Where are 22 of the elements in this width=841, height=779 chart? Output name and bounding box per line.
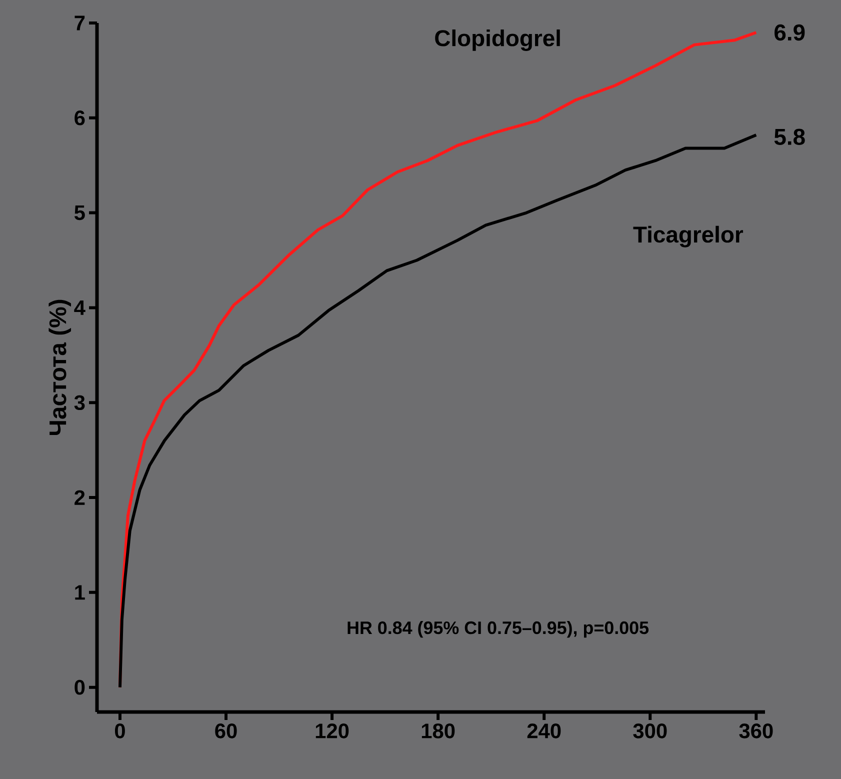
y-tick-label: 0 [74,680,85,695]
x-tick-label: 0 [114,724,125,738]
text: Ticagrelor [633,226,744,248]
annotation: 6.9 [774,24,805,41]
text: Clopidogrel [435,29,560,51]
y-tick-label: 5 [74,206,85,220]
y-tick-label: 6 [74,110,85,126]
x-tick-label: 300 [633,724,667,738]
y-tick-label: 7 [74,16,85,30]
y-tick-label: 2 [74,490,85,505]
y-axis-title: Частота (%) [48,300,72,436]
y-tick-label: 3 [74,395,85,410]
annotation: HR 0.84 (95% CI 0.75–0.95), p=0.005 [348,620,649,638]
y-tick-label: 4 [74,300,86,315]
x-tick-label: 60 [215,724,237,738]
x-tick-label: 240 [527,724,561,738]
x-tick-label: 180 [422,724,455,738]
annotation: 5.8 [774,128,805,145]
line-series [118,133,758,689]
x-tick-label: 360 [739,724,773,738]
x-tick-label: 120 [316,724,349,738]
y-tick-label: 1 [75,585,85,600]
